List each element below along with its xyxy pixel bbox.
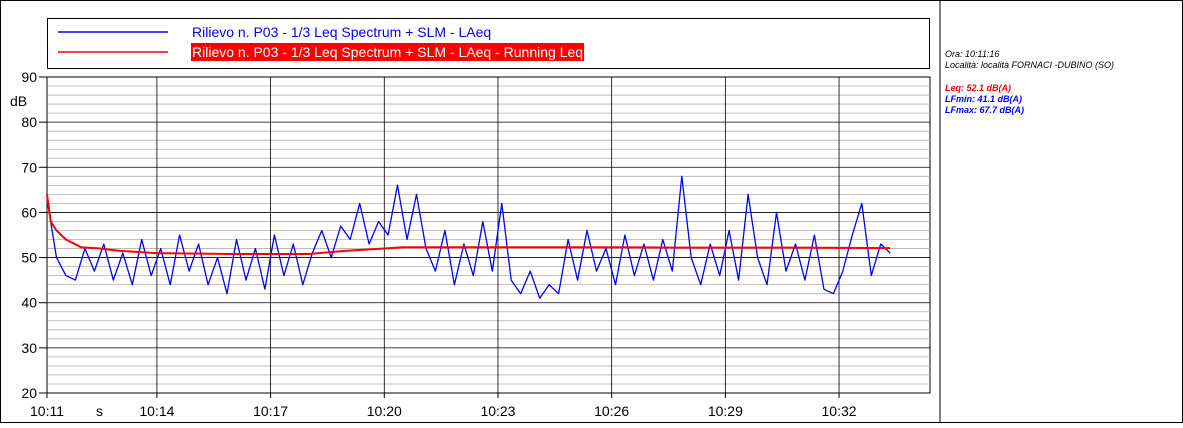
- legend-label: Rilievo n. P03 - 1/3 Leq Spectrum + SLM …: [192, 24, 491, 40]
- legend-highlight: [191, 43, 585, 61]
- x-tick-label: 10:20: [367, 403, 402, 419]
- series-line: [46, 194, 891, 255]
- plot-area: [46, 76, 931, 394]
- y-tick-label: 70: [21, 159, 37, 175]
- x-axis-label: s: [96, 403, 103, 419]
- info-lfmin: LFmin: 41.1 dB(A): [945, 94, 1022, 104]
- y-tick-label: 40: [21, 295, 37, 311]
- series-line: [46, 175, 891, 299]
- info-leq: Leq: 52.1 dB(A): [945, 83, 1011, 93]
- y-tick-label: 60: [21, 204, 37, 220]
- y-tick-label: 50: [21, 250, 37, 266]
- info-location: Località: località FORNACI -DUBINO (SO): [945, 60, 1114, 70]
- y-axis-label: dB: [10, 93, 27, 109]
- x-tick-label: 10:26: [594, 403, 629, 419]
- y-tick-label: 20: [21, 385, 37, 401]
- x-tick-label: 10:23: [480, 403, 515, 419]
- y-tick-label: 90: [21, 69, 37, 85]
- x-tick-label: 10:29: [708, 403, 743, 419]
- y-tick-label: 30: [21, 340, 37, 356]
- legend-label: Rilievo n. P03 - 1/3 Leq Spectrum + SLM …: [192, 44, 583, 60]
- info-lfmax: LFmax: 67.7 dB(A): [945, 105, 1024, 115]
- y-tick-label: 80: [21, 114, 37, 130]
- x-tick-label: 10:17: [253, 403, 288, 419]
- x-tick-label: 10:14: [139, 403, 174, 419]
- x-tick-label: 10:32: [822, 403, 857, 419]
- info-time: Ora: 10:11:16: [945, 49, 999, 59]
- x-tick-label: 10:11: [30, 403, 64, 419]
